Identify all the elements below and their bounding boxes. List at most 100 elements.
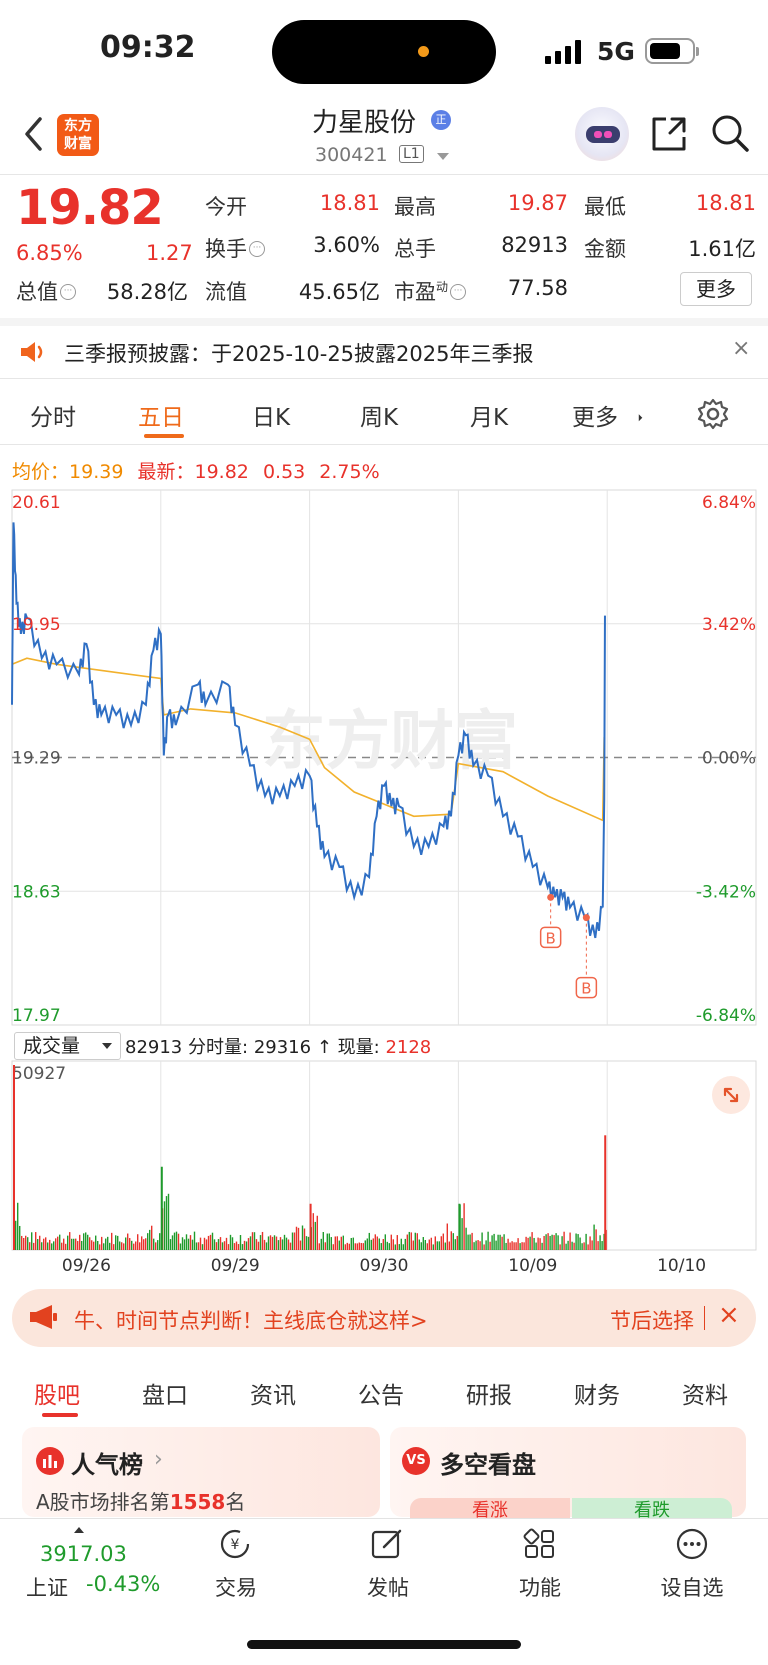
apps-icon[interactable] <box>523 1527 557 1561</box>
volume-bar <box>454 1239 456 1250</box>
volume-bar <box>587 1244 589 1250</box>
volume-bar <box>479 1241 481 1250</box>
chevron-up-icon[interactable] <box>74 1527 84 1533</box>
tab-more[interactable]: 更多 <box>572 405 618 431</box>
trade-icon[interactable]: ¥ <box>217 1527 253 1561</box>
market-cap-label[interactable]: 总值 ··· <box>16 276 76 306</box>
close-icon[interactable]: × <box>732 336 751 361</box>
chevron-right-icon[interactable]: › <box>154 1447 163 1472</box>
volume-bar <box>91 1240 93 1250</box>
chevron-down-icon[interactable] <box>437 153 449 160</box>
tab-monthly-k[interactable]: 月K <box>470 405 509 431</box>
notice-text[interactable]: 三季报预披露：于2025-10-25披露2025年三季报 <box>64 342 534 366</box>
stock-code[interactable]: 300421 <box>315 144 388 166</box>
volume-bar <box>207 1235 210 1250</box>
tab-news[interactable]: 资讯 <box>250 1383 296 1409</box>
pe-label[interactable]: 市盈动 ··· <box>394 276 467 306</box>
index-name[interactable]: 上证 <box>26 1576 68 1600</box>
volume-bar <box>253 1232 256 1250</box>
volume-bar <box>446 1223 448 1250</box>
up-arrow-icon: ↑ <box>316 1037 332 1058</box>
volume-bar <box>99 1244 101 1250</box>
volume-bar <box>51 1243 53 1250</box>
app-logo[interactable]: 东方 财富 <box>57 114 99 156</box>
volume-bar <box>255 1239 258 1250</box>
volume-bar <box>511 1241 513 1250</box>
volume-bar <box>527 1237 529 1250</box>
tab-intraday[interactable]: 分时 <box>30 405 76 431</box>
popularity-title[interactable]: 人气榜 <box>71 1451 143 1479</box>
more-info-icon[interactable]: ··· <box>450 284 467 300</box>
volume-bar <box>181 1237 184 1250</box>
volume-bar <box>529 1236 531 1250</box>
banner-text[interactable]: 牛、时间节点判断！主线底仓就这样> <box>74 1309 428 1333</box>
volume-bar <box>400 1238 402 1250</box>
expand-chart-button[interactable] <box>712 1076 750 1114</box>
volume-bar <box>398 1244 400 1250</box>
edit-icon[interactable] <box>370 1527 404 1561</box>
search-icon[interactable] <box>710 113 750 153</box>
more-dots-icon[interactable] <box>675 1527 709 1561</box>
turnover-label[interactable]: 换手 ··· <box>205 233 265 263</box>
banner-separator <box>704 1306 705 1330</box>
market-cap-value: 58.28亿 <box>106 280 188 304</box>
tab-five-day[interactable]: 五日 <box>138 405 184 431</box>
period-volume-label: 分时量: <box>188 1037 249 1058</box>
nav-watchlist-label[interactable]: 设自选 <box>660 1576 724 1600</box>
tab-announcements[interactable]: 公告 <box>358 1383 404 1409</box>
volume-bar <box>57 1236 59 1250</box>
rank-prefix: A股市场排名第 <box>36 1490 170 1514</box>
verified-badge: 正 <box>431 110 451 130</box>
index-value[interactable]: 3917.03 <box>40 1542 127 1566</box>
volume-bar <box>231 1237 234 1250</box>
more-info-icon[interactable]: ··· <box>60 284 76 300</box>
volume-bar <box>430 1237 432 1250</box>
share-icon[interactable] <box>650 115 688 153</box>
volume-bar <box>283 1234 286 1250</box>
tab-financials[interactable]: 财务 <box>574 1383 620 1409</box>
nav-trade-label[interactable]: 交易 <box>215 1576 257 1600</box>
banner-cta[interactable]: 节后选择 <box>610 1309 694 1333</box>
close-icon[interactable]: × <box>718 1300 740 1330</box>
bull-bear-title[interactable]: 多空看盘 <box>440 1451 536 1479</box>
volume-bar <box>507 1238 509 1250</box>
volume-bar <box>519 1243 521 1250</box>
five-day-chart[interactable]: 东方财富 BB 20.61 6.84%19.95 3.42%19.29 0.00%18… <box>0 485 768 1285</box>
volume-bar <box>394 1244 396 1250</box>
volume-bar <box>358 1242 360 1250</box>
tab-daily-k[interactable]: 日K <box>252 405 291 431</box>
nav-function-label[interactable]: 功能 <box>519 1576 561 1600</box>
index-change[interactable]: -0.43% <box>86 1572 161 1596</box>
nav-post-label[interactable]: 发帖 <box>367 1576 409 1600</box>
popularity-card[interactable] <box>22 1427 380 1517</box>
volume-bar <box>360 1242 362 1250</box>
tab-profile[interactable]: 资料 <box>682 1383 728 1409</box>
vote-bullish-button[interactable]: 看涨 <box>410 1498 570 1521</box>
vote-bearish-button[interactable]: 看跌 <box>572 1498 732 1521</box>
tab-order-book[interactable]: 盘口 <box>142 1383 188 1409</box>
back-icon[interactable] <box>22 116 46 152</box>
volume-max-label: 50927 <box>12 1064 66 1084</box>
tab-weekly-k[interactable]: 周K <box>360 405 399 431</box>
buy-markers: BB <box>539 893 598 999</box>
volume-bar <box>169 1239 172 1250</box>
gear-icon[interactable] <box>697 398 729 430</box>
rank-suffix: 名 <box>225 1490 246 1514</box>
volume-bar <box>107 1236 109 1250</box>
volume-bar <box>85 1232 87 1250</box>
volume-bar <box>450 1231 452 1250</box>
battery-tip <box>696 47 699 56</box>
tab-research[interactable]: 研报 <box>466 1383 512 1409</box>
level-badge[interactable]: L1 <box>399 145 424 163</box>
promo-banner[interactable] <box>12 1289 756 1347</box>
volume-info: 82913 分时量: 29316 ↑ 现量: 2128 <box>125 1033 431 1059</box>
more-info-icon[interactable]: ··· <box>249 241 265 257</box>
volume-bar <box>135 1241 137 1250</box>
more-button[interactable]: 更多 <box>680 272 752 306</box>
volume-bar <box>579 1237 581 1250</box>
volume-indicator-select[interactable]: 成交量 <box>14 1032 121 1060</box>
volume-bar <box>69 1232 71 1250</box>
volume-bar <box>412 1240 414 1250</box>
tab-forum[interactable]: 股吧 <box>34 1383 80 1409</box>
current-volume-value: 2128 <box>385 1037 432 1058</box>
